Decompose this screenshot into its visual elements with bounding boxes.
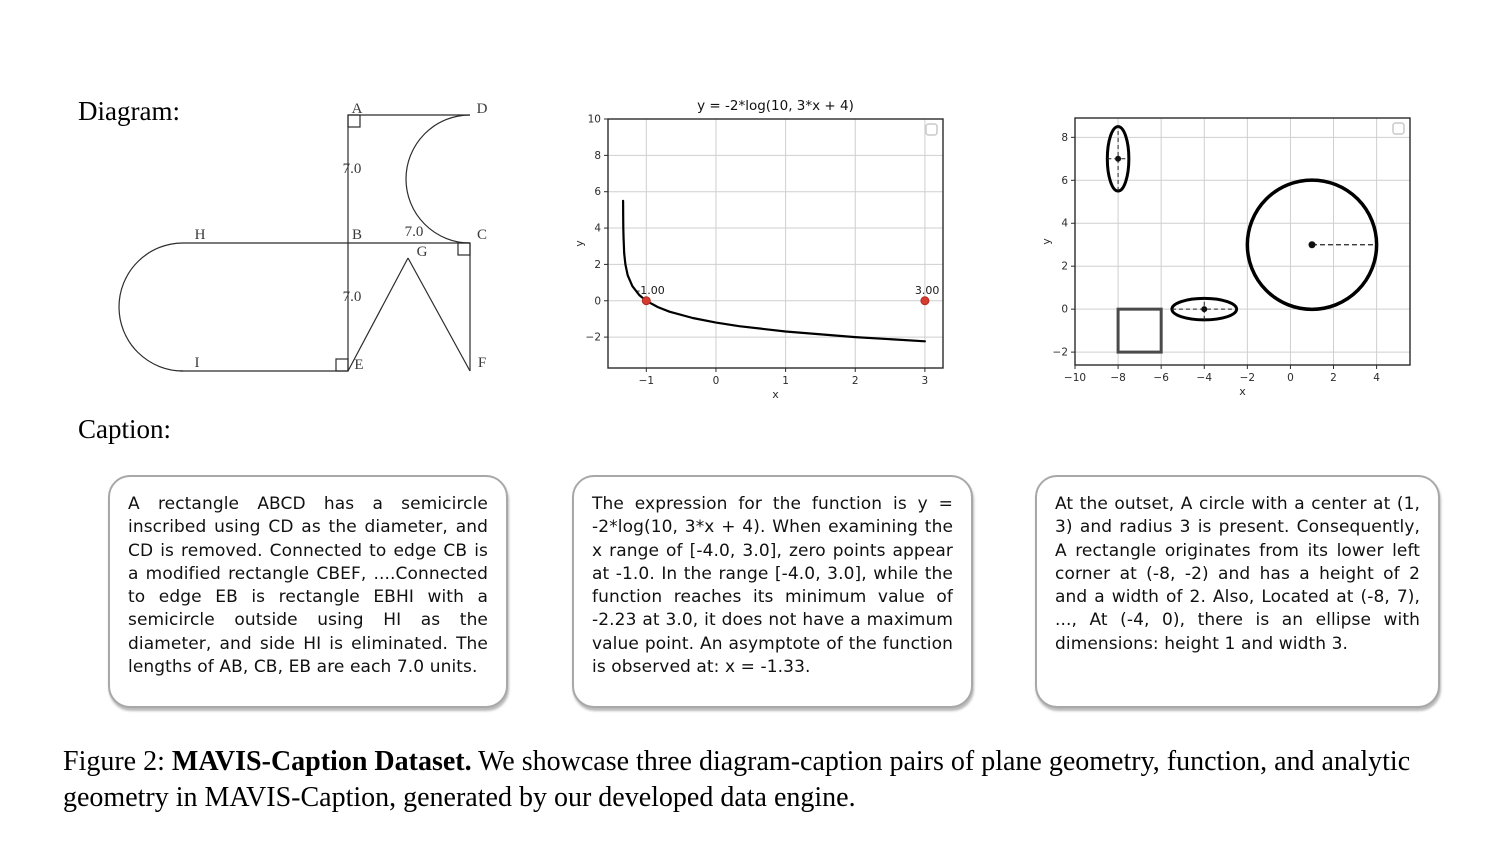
diagram-label: A <box>352 101 363 117</box>
y-tick-label: 6 <box>594 186 601 198</box>
axis-ticks: −1 0 1 2 3 −2 0 2 4 6 8 10 <box>586 114 929 388</box>
center-point <box>1308 241 1316 249</box>
y-tick-label: −2 <box>586 332 601 344</box>
right-angle-mark <box>347 114 361 128</box>
axes-frame <box>1074 117 1411 366</box>
y-tick-label: 4 <box>594 223 601 235</box>
x-axis-label: x <box>772 388 779 401</box>
chart-title: y = -2*log(10, 3*x + 4) <box>697 98 854 114</box>
figure-caption: Figure 2: MAVIS-Caption Dataset. We show… <box>63 744 1463 817</box>
y-tick-label: 0 <box>594 295 601 307</box>
legend-box <box>1392 122 1405 135</box>
function-plot: -1.00 3.00 −1 0 1 2 3 −2 0 2 4 6 8 10 y = -2*log(10, 3… <box>570 92 970 402</box>
center-point <box>1115 155 1122 162</box>
caption-box-analytic: At the outset, A circle with a center at… <box>1035 475 1440 708</box>
y-tick-label: 6 <box>1061 175 1068 187</box>
diagram-label: D <box>477 101 488 117</box>
analytic-geometry-plot: −10 −8 −6 −4 −2 0 2 4 −2 0 2 4 6 8 x y <box>1040 92 1440 404</box>
figure-caption-rest: We showcase three diagram-caption pairs … <box>63 746 1418 814</box>
plane-geometry-diagram: A D B C H G E F I 7.0 7.0 7.0 <box>118 101 488 373</box>
semicircle-arc <box>118 242 184 372</box>
y-axis-label: y <box>573 240 586 247</box>
caption-box-function: The expression for the function is y = -… <box>572 475 973 708</box>
center-point <box>1201 306 1208 313</box>
diagram-section-label: Diagram: <box>78 96 180 126</box>
analytic-geometry-plot-svg: −10 −8 −6 −4 −2 0 2 4 −2 0 2 4 6 8 x y <box>1040 117 1411 398</box>
x-tick-label: 1 <box>782 375 789 387</box>
diagram-label: G <box>417 244 428 260</box>
function-curve <box>621 199 926 343</box>
y-tick-label: 8 <box>1061 132 1068 144</box>
diagram-label: 7.0 <box>343 289 362 305</box>
axis-ticks: −10 −8 −6 −4 −2 0 2 4 −2 0 2 4 6 8 <box>1053 132 1381 384</box>
y-tick-label: 10 <box>588 114 601 126</box>
y-tick-label: 2 <box>1061 261 1068 273</box>
x-tick-label: −8 <box>1110 372 1125 384</box>
marked-point <box>920 296 930 306</box>
x-tick-label: −4 <box>1197 372 1213 384</box>
x-tick-label: −1 <box>639 375 654 387</box>
diagram-label: I <box>195 355 200 371</box>
x-tick-label: 2 <box>1330 372 1337 384</box>
caption-text-analytic: At the outset, A circle with a center at… <box>1055 494 1420 654</box>
figure-caption-prefix: Figure 2: <box>63 746 172 777</box>
diagram-label: B <box>352 227 362 243</box>
y-tick-label: 8 <box>594 150 601 162</box>
y-tick-label: 4 <box>1061 218 1068 230</box>
caption-text-geometry: A rectangle ABCD has a semicircle inscri… <box>128 494 488 677</box>
diagram-label: H <box>195 227 206 243</box>
caption-section-label: Caption: <box>78 414 171 444</box>
diagram-label: 7.0 <box>405 224 424 240</box>
right-angle-mark <box>335 358 349 372</box>
axes-frame <box>607 118 944 369</box>
x-tick-label: −2 <box>1240 372 1255 384</box>
caption-text-function: The expression for the function is y = -… <box>592 494 953 677</box>
x-tick-label: −10 <box>1064 372 1086 384</box>
y-tick-label: −2 <box>1053 347 1068 359</box>
rect-shape <box>1116 307 1163 354</box>
diagram-label: E <box>354 357 363 373</box>
diagram-strokes <box>118 114 471 372</box>
x-tick-label: −6 <box>1153 372 1169 384</box>
right-angle-mark <box>457 242 471 256</box>
y-tick-label: 2 <box>594 259 601 271</box>
x-tick-label: 0 <box>713 375 720 387</box>
y-axis-label: y <box>1040 238 1053 245</box>
y-tick-label: 0 <box>1061 304 1068 316</box>
point-label: -1.00 <box>636 284 664 297</box>
x-tick-label: 0 <box>1287 372 1294 384</box>
legend-box <box>925 123 938 136</box>
diagram-label: F <box>478 355 486 371</box>
x-tick-label: 2 <box>852 375 859 387</box>
semicircle-arc <box>405 114 471 244</box>
point-label: 3.00 <box>915 284 940 297</box>
diagram-label: C <box>477 227 487 243</box>
x-axis-label: x <box>1239 385 1246 398</box>
x-tick-label: 3 <box>922 375 929 387</box>
figure-caption-bold: MAVIS-Caption Dataset. <box>171 746 472 777</box>
x-tick-label: 4 <box>1373 372 1380 384</box>
marked-point <box>641 296 651 306</box>
gridlines <box>1074 118 1410 365</box>
diagram-label: 7.0 <box>343 161 362 177</box>
caption-box-geometry: A rectangle ABCD has a semicircle inscri… <box>108 475 508 708</box>
function-plot-svg: -1.00 3.00 −1 0 1 2 3 −2 0 2 4 6 8 10 y = -2*log(10, 3… <box>573 98 944 401</box>
